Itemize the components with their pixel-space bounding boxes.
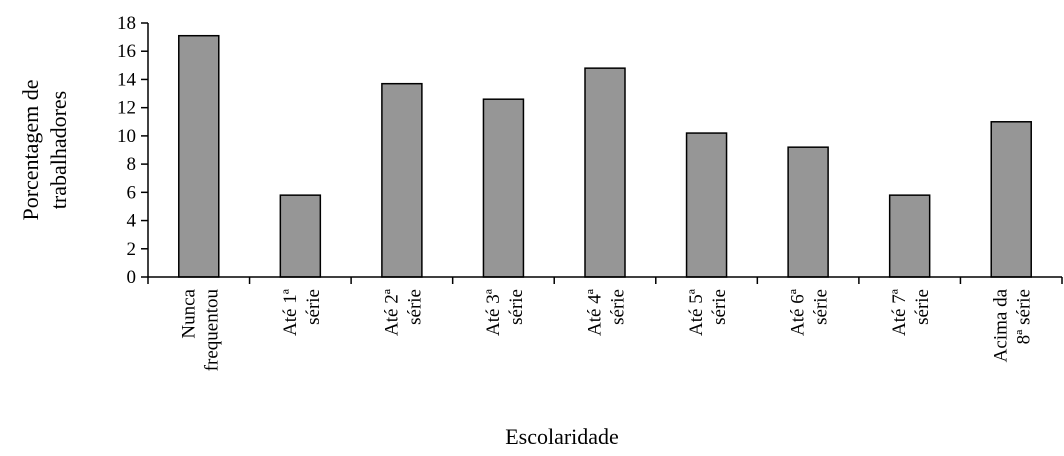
y-tick-label: 12: [117, 98, 136, 119]
y-axis: 0 2 4 6 8 10 12 14 16 18: [117, 13, 149, 288]
x-tick-label-line: série: [506, 289, 527, 325]
x-tick-label-line: Até 6ª: [788, 288, 809, 336]
x-tick-label: Nunca frequentou: [178, 288, 222, 371]
y-tick-label: 18: [117, 13, 136, 34]
y-axis-title: Porcentagem de trabalhadores: [18, 79, 71, 220]
bar: [990, 121, 1032, 278]
x-tick-label-line: Até 2ª: [381, 288, 402, 336]
x-tick-label-line: Nunca: [178, 288, 199, 338]
bar: [787, 146, 829, 278]
x-tick-label: Até 2ª série: [381, 288, 425, 336]
x-tick-label: Até 4ª série: [585, 288, 629, 336]
y-tick-label: 10: [117, 126, 136, 147]
bar: [178, 34, 220, 278]
x-axis: Nunca frequentou Até 1ª série Até 2ª série Até…: [147, 276, 1063, 371]
x-tick-label-line: Até 7ª: [889, 288, 910, 336]
y-tick-label: 16: [117, 41, 136, 62]
x-tick-label-line: Até 5ª: [686, 288, 707, 336]
bar: [888, 194, 931, 278]
x-tick-label-line: Acima da: [991, 288, 1012, 362]
x-tick-label-line: série: [404, 289, 425, 325]
y-tick-label: 0: [127, 267, 137, 288]
bar: [381, 82, 423, 278]
bar: [685, 132, 728, 278]
x-tick-label: Até 7ª série: [889, 288, 933, 336]
x-tick-label-line: Até 4ª: [585, 288, 606, 336]
x-tick-label: Até 6ª série: [788, 288, 832, 336]
y-tick-label: 4: [127, 211, 137, 232]
x-axis-title: Escolaridade: [505, 424, 619, 449]
y-tick-label: 6: [127, 182, 137, 203]
y-axis-title-line: Porcentagem de: [18, 79, 43, 220]
x-tick-label: Até 5ª série: [686, 288, 730, 336]
x-tick-label-line: série: [303, 289, 324, 325]
bar: [482, 98, 525, 278]
x-tick-label-line: frequentou: [201, 289, 222, 372]
y-tick-label: 2: [127, 239, 137, 260]
y-axis-title-line: trabalhadores: [46, 91, 71, 210]
y-tick-label: 14: [117, 69, 137, 90]
bars: [178, 34, 1032, 278]
x-tick-label-line: 8ª série: [1014, 289, 1035, 344]
x-tick-label-line: série: [912, 289, 933, 325]
x-tick-label-line: série: [608, 289, 629, 325]
x-tick-label: Até 3ª série: [483, 288, 527, 336]
x-tick-label: Acima da 8ª série: [991, 288, 1035, 362]
x-tick-label-line: Até 3ª: [483, 288, 504, 336]
x-tick-label-line: série: [811, 289, 832, 325]
x-tick-label: Até 1ª série: [280, 288, 324, 336]
bar: [584, 67, 626, 278]
bar: [279, 194, 322, 278]
y-tick-label: 8: [127, 154, 137, 175]
x-tick-label-line: série: [709, 289, 730, 325]
x-tick-label-line: Até 1ª: [280, 288, 301, 336]
